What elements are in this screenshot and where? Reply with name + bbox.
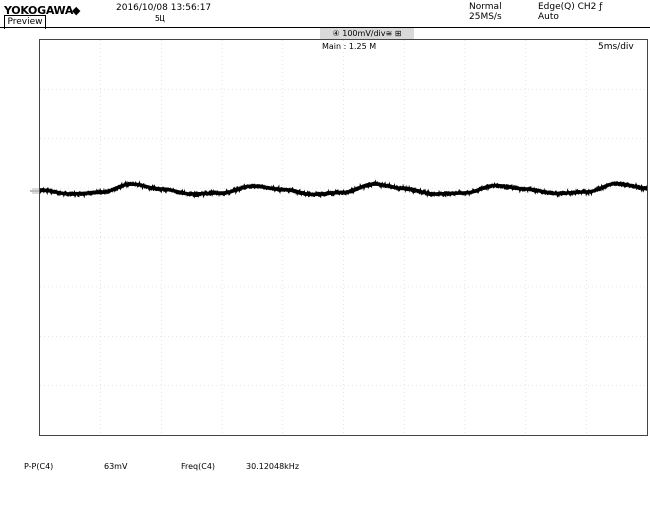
- waveform-plot: [40, 40, 647, 435]
- brand-logo: YOKOGAWA ◆ Preview: [4, 4, 90, 32]
- acquisition-info: Normal 25MS/s: [469, 2, 502, 22]
- acquisition-mode: Normal: [469, 2, 502, 12]
- storage-icon: 5Ц: [155, 14, 165, 23]
- ground-level-marker-icon: [30, 188, 39, 194]
- brand-diamond-icon: ◆: [72, 4, 81, 17]
- waveform-trace-core: [40, 181, 647, 197]
- meas-value-pp: 63mV: [104, 462, 128, 471]
- channel-scale: 100mV/div: [342, 29, 386, 38]
- sample-rate: 25MS/s: [469, 12, 502, 22]
- header-divider: [0, 27, 650, 28]
- waveform-trace-ch4: [40, 179, 647, 199]
- trigger-type: Edge(Q) CH2 ƒ: [538, 2, 603, 12]
- meas-label-pp: P-P(C4): [24, 462, 54, 471]
- brand-name: YOKOGAWA: [4, 4, 74, 17]
- coupling-icon: ≅ ⊞: [385, 29, 402, 38]
- channel-4-icon: ④: [332, 29, 340, 38]
- timebase-label: 5ms/div: [598, 42, 634, 52]
- preview-tab[interactable]: Preview: [4, 15, 46, 29]
- trigger-info: Edge(Q) CH2 ƒ Auto: [538, 2, 602, 22]
- meas-value-freq: 30.12048kHz: [246, 462, 300, 471]
- meas-label-freq: Freq(C4): [181, 462, 216, 471]
- trigger-mode: Auto: [538, 12, 559, 22]
- channel-scale-bar: ④ 100mV/div≅ ⊞: [320, 28, 414, 39]
- waveform-screen: [39, 39, 648, 436]
- timestamp: 2016/10/08 13:56:17: [116, 3, 212, 13]
- main-zoom-label: Main : 1.25 M: [322, 42, 377, 51]
